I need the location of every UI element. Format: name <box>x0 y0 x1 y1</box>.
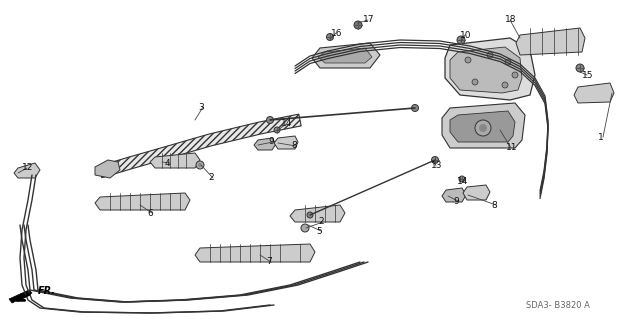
Polygon shape <box>312 43 380 68</box>
Text: 11: 11 <box>506 144 518 152</box>
Circle shape <box>505 59 511 65</box>
Circle shape <box>196 161 204 169</box>
Text: 8: 8 <box>491 201 497 210</box>
Polygon shape <box>318 48 372 63</box>
Polygon shape <box>99 114 301 178</box>
Circle shape <box>512 72 518 78</box>
Polygon shape <box>274 136 298 149</box>
Circle shape <box>487 52 493 58</box>
Polygon shape <box>463 185 490 200</box>
Text: 18: 18 <box>505 16 516 25</box>
Polygon shape <box>442 103 525 148</box>
Circle shape <box>502 82 508 88</box>
Polygon shape <box>516 28 585 55</box>
Circle shape <box>431 157 438 164</box>
Text: 17: 17 <box>363 16 374 25</box>
Text: FR.: FR. <box>38 286 56 296</box>
Polygon shape <box>9 290 32 303</box>
Polygon shape <box>150 153 200 168</box>
Circle shape <box>479 124 487 132</box>
Circle shape <box>274 127 280 133</box>
Text: 4: 4 <box>165 159 171 167</box>
Text: 9: 9 <box>453 197 459 205</box>
Text: 2: 2 <box>208 174 214 182</box>
Circle shape <box>301 224 309 232</box>
Text: 3: 3 <box>198 102 204 112</box>
Text: 9: 9 <box>268 137 274 146</box>
Polygon shape <box>14 163 40 178</box>
Text: 12: 12 <box>22 164 33 173</box>
Text: 1: 1 <box>598 132 604 142</box>
Circle shape <box>459 176 465 182</box>
Text: 14: 14 <box>457 176 468 186</box>
Circle shape <box>457 36 465 44</box>
Polygon shape <box>254 138 276 150</box>
Circle shape <box>307 212 313 218</box>
Polygon shape <box>450 47 522 93</box>
Circle shape <box>198 163 202 167</box>
Text: 2: 2 <box>318 218 324 226</box>
Circle shape <box>472 79 478 85</box>
Text: 10: 10 <box>460 31 472 40</box>
Text: 5: 5 <box>316 226 322 235</box>
Text: SDA3- B3820 A: SDA3- B3820 A <box>526 300 590 309</box>
Polygon shape <box>290 205 345 222</box>
Text: 16: 16 <box>331 28 342 38</box>
Circle shape <box>266 116 273 123</box>
Polygon shape <box>195 244 315 262</box>
Circle shape <box>326 33 333 41</box>
Text: 7: 7 <box>266 257 272 266</box>
Circle shape <box>576 64 584 72</box>
Polygon shape <box>95 193 190 210</box>
Circle shape <box>475 120 491 136</box>
Text: 8: 8 <box>291 142 297 151</box>
Text: 6: 6 <box>147 209 153 218</box>
Circle shape <box>465 57 471 63</box>
Polygon shape <box>445 38 535 100</box>
Text: 13: 13 <box>431 161 442 170</box>
Circle shape <box>354 21 362 29</box>
Text: 15: 15 <box>582 70 593 79</box>
Polygon shape <box>574 83 614 103</box>
Polygon shape <box>442 188 466 202</box>
Polygon shape <box>450 111 515 142</box>
Text: 14: 14 <box>281 120 292 129</box>
Polygon shape <box>95 160 120 178</box>
Circle shape <box>412 105 419 112</box>
